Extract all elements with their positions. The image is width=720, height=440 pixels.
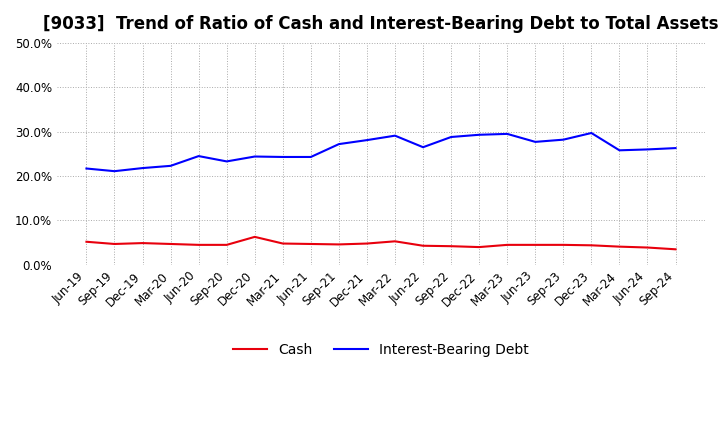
Interest-Bearing Debt (82, 166, 91, 171)
Cash (531, 242, 539, 248)
Interest-Bearing Debt (503, 131, 511, 136)
Cash (671, 247, 680, 252)
Interest-Bearing Debt (222, 159, 231, 164)
Cash (503, 242, 511, 248)
Cash (82, 239, 91, 244)
Interest-Bearing Debt (307, 154, 315, 160)
Line: Cash: Cash (86, 237, 675, 249)
Cash (110, 241, 119, 246)
Interest-Bearing Debt (335, 141, 343, 147)
Cash (615, 244, 624, 249)
Interest-Bearing Debt (391, 133, 400, 138)
Interest-Bearing Debt (166, 163, 175, 169)
Cash (391, 238, 400, 244)
Legend: Cash, Interest-Bearing Debt: Cash, Interest-Bearing Debt (233, 343, 529, 357)
Title: [9033]  Trend of Ratio of Cash and Interest-Bearing Debt to Total Assets: [9033] Trend of Ratio of Cash and Intere… (43, 15, 719, 33)
Cash (138, 240, 147, 246)
Cash (251, 234, 259, 239)
Interest-Bearing Debt (194, 154, 203, 159)
Cash (166, 241, 175, 246)
Cash (363, 241, 372, 246)
Cash (279, 241, 287, 246)
Line: Interest-Bearing Debt: Interest-Bearing Debt (86, 133, 675, 171)
Cash (475, 245, 484, 250)
Cash (643, 245, 652, 250)
Cash (559, 242, 567, 248)
Cash (419, 243, 428, 249)
Interest-Bearing Debt (671, 146, 680, 151)
Cash (447, 244, 456, 249)
Cash (335, 242, 343, 247)
Interest-Bearing Debt (475, 132, 484, 137)
Cash (194, 242, 203, 248)
Interest-Bearing Debt (363, 137, 372, 143)
Interest-Bearing Debt (251, 154, 259, 159)
Interest-Bearing Debt (559, 137, 567, 142)
Interest-Bearing Debt (615, 148, 624, 153)
Cash (587, 243, 595, 248)
Interest-Bearing Debt (643, 147, 652, 152)
Interest-Bearing Debt (279, 154, 287, 160)
Interest-Bearing Debt (587, 130, 595, 136)
Interest-Bearing Debt (138, 165, 147, 171)
Interest-Bearing Debt (110, 169, 119, 174)
Interest-Bearing Debt (531, 139, 539, 144)
Cash (222, 242, 231, 248)
Interest-Bearing Debt (419, 145, 428, 150)
Interest-Bearing Debt (447, 134, 456, 139)
Cash (307, 241, 315, 246)
